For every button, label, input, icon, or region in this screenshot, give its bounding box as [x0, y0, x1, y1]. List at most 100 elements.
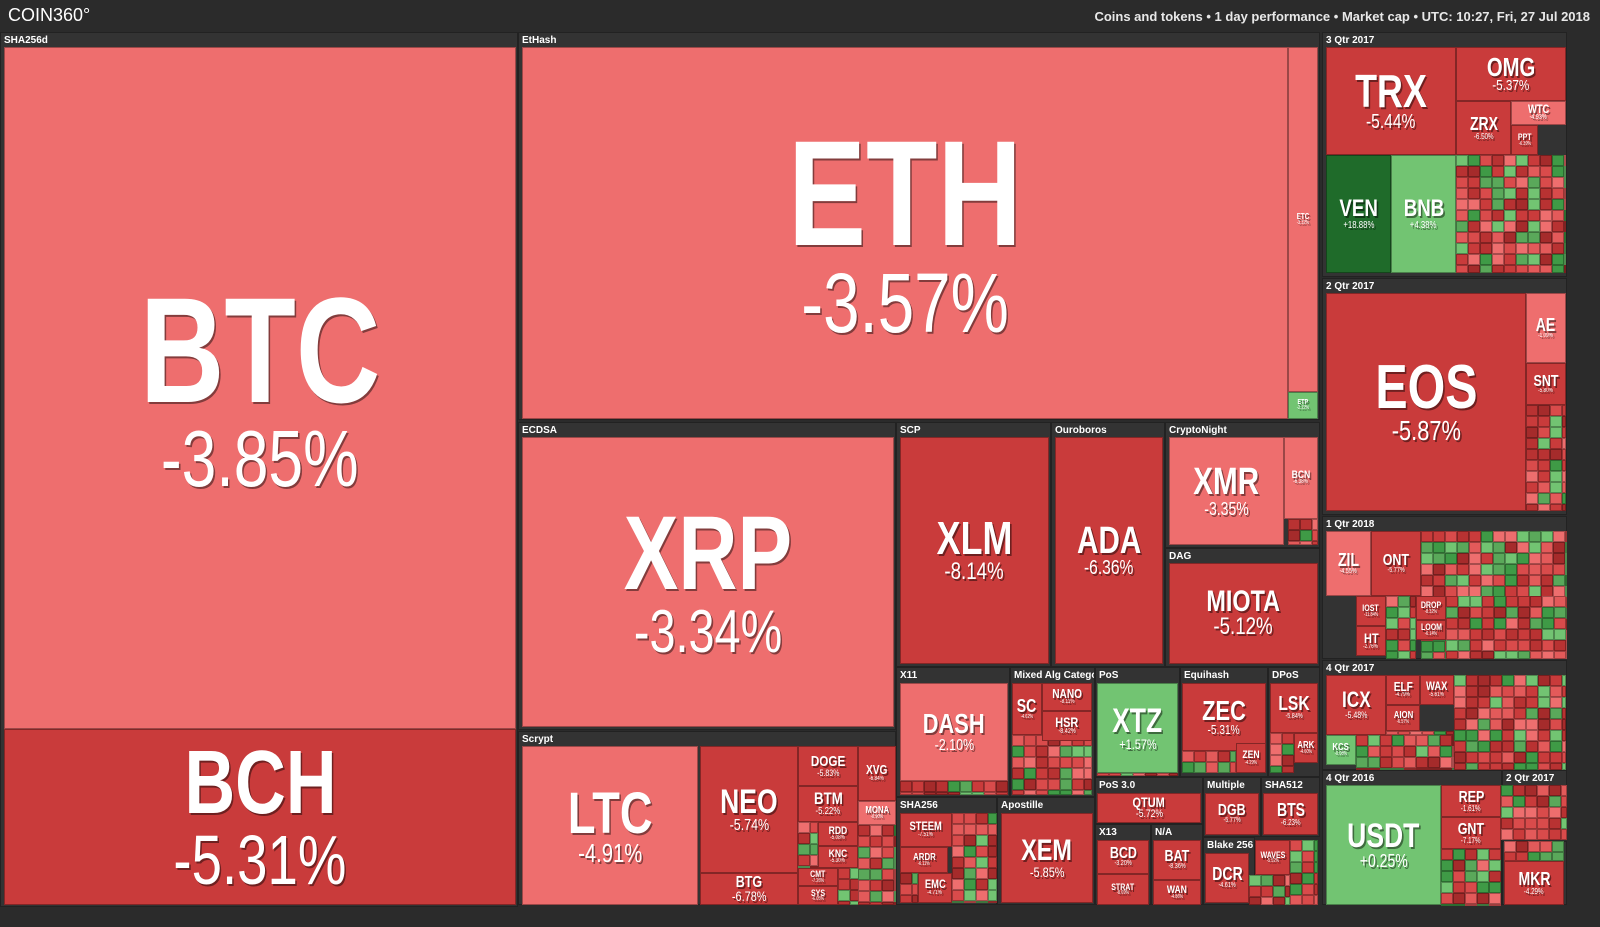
coin-cell[interactable]	[1561, 818, 1567, 829]
coin-cell[interactable]	[1550, 493, 1562, 504]
coin-cell[interactable]	[798, 833, 810, 844]
coin-cell[interactable]	[1493, 564, 1505, 575]
coin-cell[interactable]	[1477, 860, 1489, 871]
coin-cell[interactable]	[1290, 840, 1302, 851]
coin-cell[interactable]	[1553, 542, 1565, 553]
coin-cell[interactable]	[900, 884, 912, 895]
coin-cell[interactable]	[1492, 243, 1504, 254]
tile-btg[interactable]: BTG -6.78%	[700, 873, 798, 905]
coin-cell[interactable]	[1356, 768, 1368, 770]
coin-cell[interactable]	[1516, 232, 1528, 243]
coin-cell[interactable]	[976, 901, 988, 903]
coin-cell[interactable]	[1468, 254, 1480, 265]
coin-cell[interactable]	[1550, 438, 1562, 449]
coin-cell[interactable]	[870, 825, 882, 836]
coin-cell[interactable]	[1549, 829, 1561, 840]
coin-cell[interactable]	[1526, 741, 1538, 752]
coin-cell[interactable]	[1490, 763, 1502, 770]
coin-cell[interactable]	[1549, 785, 1561, 796]
coin-cell[interactable]	[1466, 675, 1478, 686]
coin-cell[interactable]	[1454, 686, 1466, 697]
coin-cell[interactable]	[1528, 155, 1540, 166]
coin-cell[interactable]	[1036, 746, 1048, 757]
coin-cell[interactable]	[1528, 177, 1540, 188]
coin-cell[interactable]	[1441, 904, 1453, 906]
coin-cell[interactable]	[1514, 675, 1526, 686]
coin-cell[interactable]	[1538, 460, 1550, 471]
tile-etc[interactable]: ETC -3.32%	[1288, 47, 1318, 392]
coin-cell[interactable]	[1562, 504, 1566, 511]
coin-cell[interactable]	[1502, 697, 1514, 708]
coin-cell[interactable]	[1386, 629, 1398, 640]
coin-cell[interactable]	[1273, 886, 1285, 897]
coin-cell[interactable]	[964, 901, 976, 903]
coin-cell[interactable]	[1538, 482, 1550, 493]
coin-cell[interactable]	[1538, 405, 1550, 416]
coin-cell[interactable]	[1489, 893, 1501, 904]
coin-cell[interactable]	[1562, 763, 1566, 770]
coin-cell[interactable]	[1230, 751, 1236, 762]
coin-cell[interactable]	[1540, 155, 1552, 166]
tile-cmt[interactable]: CMT -7.26%	[798, 868, 838, 886]
coin-cell[interactable]	[952, 813, 964, 824]
coin-cell[interactable]	[1537, 829, 1549, 840]
coin-cell[interactable]	[1490, 697, 1502, 708]
coin-cell[interactable]	[952, 846, 964, 857]
coin-cell[interactable]	[1526, 438, 1538, 449]
coin-cell[interactable]	[798, 855, 810, 866]
coin-cell[interactable]	[1516, 852, 1528, 861]
coin-cell[interactable]	[1528, 221, 1540, 232]
coin-cell[interactable]	[1550, 482, 1562, 493]
coin-cell[interactable]	[1550, 686, 1562, 697]
coin-cell[interactable]	[1537, 818, 1549, 829]
coin-cell[interactable]	[1528, 254, 1540, 265]
coin-cell[interactable]	[1528, 265, 1540, 273]
coin-cell[interactable]	[1121, 773, 1133, 776]
coin-cell[interactable]	[912, 884, 918, 895]
coin-cell[interactable]	[1553, 553, 1565, 564]
coin-cell[interactable]	[1542, 618, 1554, 629]
coin-cell[interactable]	[1540, 243, 1552, 254]
coin-cell[interactable]	[1564, 166, 1566, 177]
coin-cell[interactable]	[1368, 757, 1380, 768]
coin-cell[interactable]	[1516, 199, 1528, 210]
coin-cell[interactable]	[1494, 629, 1506, 640]
coin-cell[interactable]	[1489, 849, 1501, 860]
tile-rdd[interactable]: RDD -5.08%	[818, 822, 858, 846]
coin-cell[interactable]	[1454, 741, 1466, 752]
coin-cell[interactable]	[1404, 746, 1416, 757]
coin-cell[interactable]	[1514, 730, 1526, 741]
coin-cell[interactable]	[1454, 752, 1466, 763]
coin-cell[interactable]	[1492, 221, 1504, 232]
coin-cell[interactable]	[1549, 818, 1561, 829]
coin-cell[interactable]	[1528, 188, 1540, 199]
coin-cell[interactable]	[1477, 882, 1489, 893]
coin-cell[interactable]	[1072, 779, 1084, 790]
coin-cell[interactable]	[900, 781, 912, 792]
coin-cell[interactable]	[1012, 735, 1024, 746]
coin-cell[interactable]	[984, 781, 996, 792]
coin-cell[interactable]	[1530, 618, 1542, 629]
coin-cell[interactable]	[1468, 177, 1480, 188]
tile-bnb[interactable]: BNB +4.38%	[1391, 155, 1456, 273]
coin-cell[interactable]	[1072, 768, 1084, 779]
coin-cell[interactable]	[1478, 730, 1490, 741]
coin-cell[interactable]	[936, 792, 948, 795]
coin-cell[interactable]	[1398, 618, 1410, 629]
coin-cell[interactable]	[1230, 762, 1236, 773]
coin-cell[interactable]	[1538, 449, 1550, 460]
tile-aion[interactable]: AION -6.57%	[1386, 705, 1420, 731]
coin-cell[interactable]	[1453, 893, 1465, 904]
coin-cell[interactable]	[1410, 629, 1416, 640]
coin-cell[interactable]	[1550, 708, 1562, 719]
coin-cell[interactable]	[1441, 871, 1453, 882]
coin-cell[interactable]	[882, 825, 894, 836]
coin-cell[interactable]	[1470, 618, 1482, 629]
coin-cell[interactable]	[1526, 405, 1538, 416]
coin-cell[interactable]	[1516, 188, 1528, 199]
coin-cell[interactable]	[1481, 564, 1493, 575]
coin-cell[interactable]	[1565, 564, 1567, 575]
coin-cell[interactable]	[1541, 575, 1553, 586]
coin-cell[interactable]	[1206, 762, 1218, 773]
coin-cell[interactable]	[1561, 829, 1567, 840]
